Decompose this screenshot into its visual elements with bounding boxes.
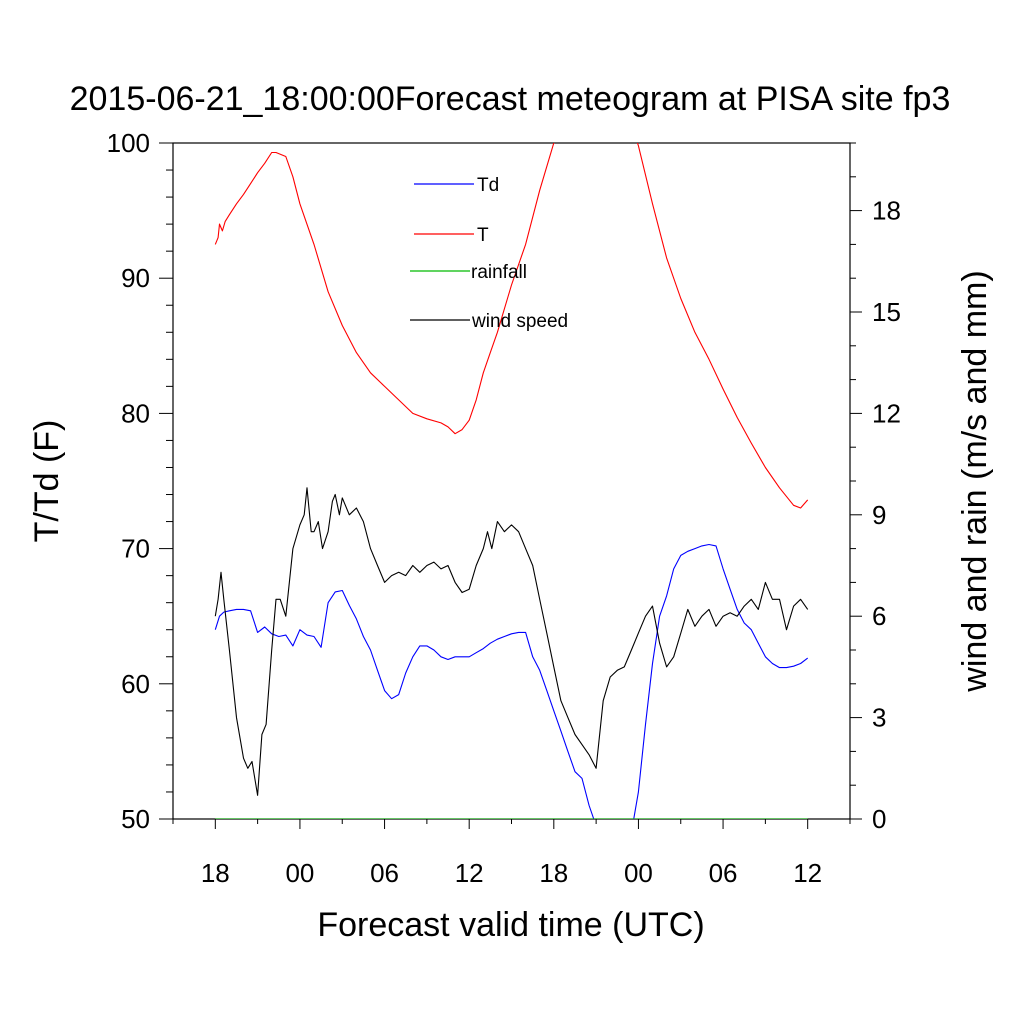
x-tick-label: 00 — [285, 858, 314, 888]
series-line-td — [214, 543, 809, 819]
axis-tick-labels: 18 00 06 12 18 00 06 12 100 90 80 70 60 50 18 15 12 9 6 3 0 — [107, 128, 901, 888]
y-right-tick-label: 15 — [872, 297, 901, 327]
y-right-tick-label: 0 — [872, 804, 886, 834]
y-right-tick-label: 12 — [872, 398, 901, 428]
y-left-tick-label: 60 — [121, 669, 150, 699]
y-right-tick-label: 3 — [872, 703, 886, 733]
legend-label: Td — [477, 175, 499, 196]
x-tick-label: 12 — [793, 858, 822, 888]
legend-label: rainfall — [471, 262, 527, 283]
chart-title: 2015-06-21_18:00:00Forecast meteogram at… — [70, 80, 951, 118]
x-axis-title: Forecast valid time (UTC) — [317, 906, 704, 944]
axis-ticks — [159, 142, 862, 829]
y-left-tick-label: 100 — [107, 128, 150, 158]
y-left-tick-label: 70 — [121, 534, 150, 564]
y-right-tick-label: 9 — [872, 500, 886, 530]
legend-label: T — [477, 225, 489, 246]
x-tick-label: 18 — [201, 858, 230, 888]
x-tick-label: 18 — [539, 858, 568, 888]
y-right-tick-label: 18 — [872, 196, 901, 226]
y-right-tick-label: 6 — [872, 601, 886, 631]
y-left-tick-label: 90 — [121, 263, 150, 293]
y-left-tick-label: 50 — [121, 804, 150, 834]
x-tick-label: 06 — [370, 858, 399, 888]
series-line-wind-speed — [214, 487, 809, 796]
legend-label: wind speed — [471, 311, 568, 332]
plot-area-frame — [172, 142, 851, 820]
y-left-tick-label: 80 — [121, 398, 150, 428]
x-tick-label: 06 — [709, 858, 738, 888]
y-axis-title-left: T/Td (F) — [28, 420, 66, 543]
x-tick-label: 00 — [624, 858, 653, 888]
series-line-t — [214, 143, 809, 509]
x-tick-label: 12 — [455, 858, 484, 888]
data-series — [214, 143, 809, 819]
y-axis-title-right: wind and rain (m/s and mm) — [956, 270, 994, 692]
